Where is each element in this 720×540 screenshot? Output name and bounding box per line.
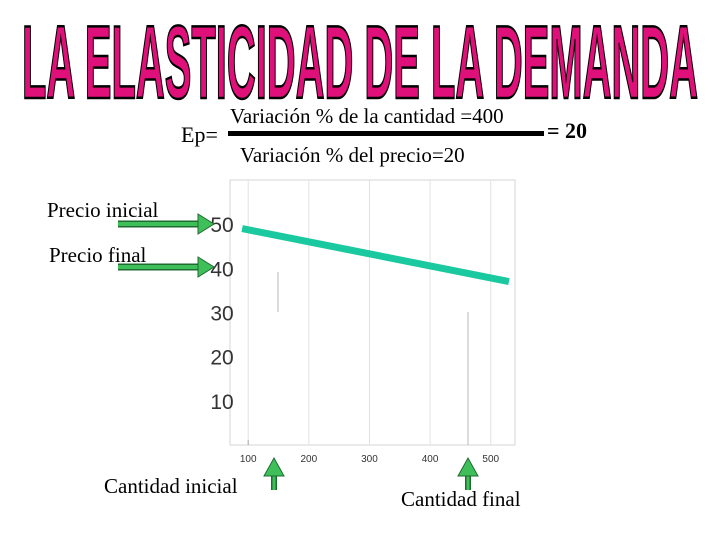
y-axis-ticks: 50 40 30 20 10 (210, 214, 233, 414)
x-tick-label: 200 (300, 454, 317, 465)
cantidad-final-label: Cantidad final (401, 487, 521, 511)
demand-line (241, 225, 510, 286)
chart-grid (229, 179, 516, 446)
formula-result: = 20 (547, 118, 588, 143)
page-title: LA ELASTICIDAD DE LA DEMANDA (22, 5, 698, 108)
cantidad-inicial-arrow (263, 456, 285, 490)
precio-inicial-arrow (118, 213, 215, 235)
title-banner: LA ELASTICIDAD DE LA DEMANDA (21, 4, 700, 108)
precio-inicial-label: Precio inicial (47, 198, 159, 222)
cantidad-final-arrow (457, 456, 479, 490)
x-tick-label: 300 (361, 454, 378, 465)
x-tick-label: 500 (482, 454, 499, 465)
y-tick-label: 50 (210, 214, 233, 237)
precio-final-arrow (118, 256, 215, 278)
cantidad-inicial-label: Cantidad inicial (104, 474, 238, 498)
x-tick-label: 400 (422, 454, 439, 465)
demand-series (241, 225, 510, 286)
x-tick-label: 100 (240, 454, 257, 465)
formula-denominator: Variación % del precio=20 (240, 143, 465, 167)
fraction-bar (228, 131, 544, 136)
y-tick-label: 30 (210, 303, 233, 326)
precio-final-label: Precio final (49, 243, 147, 267)
y-tick-label: 40 (210, 258, 233, 281)
formula-lhs: Ep= (181, 122, 218, 147)
formula-numerator: Variación % de la cantidad =400 (230, 104, 504, 128)
y-tick-label: 10 (210, 391, 233, 414)
plot-frame (229, 179, 516, 446)
x-axis-ticks: 100 200 300 400 500 (240, 454, 500, 465)
y-tick-label: 20 (210, 347, 233, 370)
